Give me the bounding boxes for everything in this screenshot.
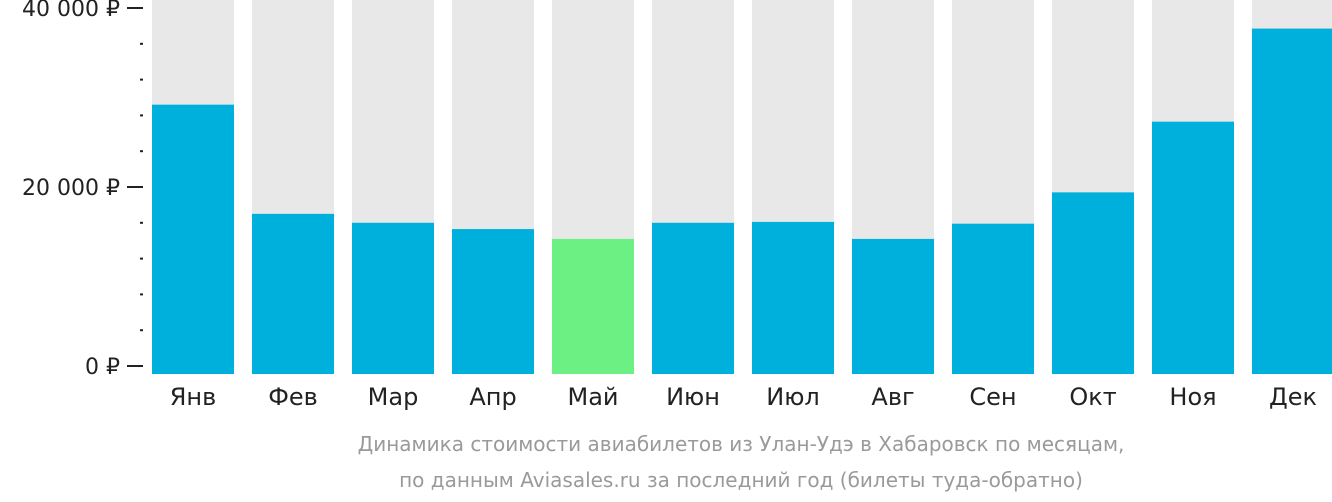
bar-8[interactable]: [852, 238, 934, 374]
bar-5[interactable]: [552, 238, 634, 374]
bar-6[interactable]: [652, 222, 734, 374]
x-tick-label-8: Авг: [871, 383, 914, 411]
y-axis: 0 ₽ 20 000 ₽ 40 000 ₽: [22, 0, 143, 380]
x-tick-label-5: Май: [567, 383, 618, 411]
chart-caption: Динамика стоимости авиабилетов из Улан-У…: [358, 432, 1125, 492]
bar-2[interactable]: [252, 213, 334, 374]
bar-9[interactable]: [952, 223, 1034, 374]
x-tick-label-10: Окт: [1069, 383, 1116, 411]
bar-3[interactable]: [352, 222, 434, 374]
x-tick-label-1: Янв: [170, 383, 217, 411]
x-tick-label-7: Июл: [766, 383, 820, 411]
x-tick-label-4: Апр: [469, 383, 516, 411]
bar-11[interactable]: [1152, 121, 1234, 374]
x-tick-label-12: Дек: [1269, 383, 1317, 411]
data-bars: [152, 28, 1332, 375]
y-tick-label-3: 40 000 ₽: [22, 0, 120, 22]
bar-4[interactable]: [452, 229, 534, 374]
x-tick-label-2: Фев: [268, 383, 318, 411]
x-tick-label-3: Мар: [368, 383, 419, 411]
x-tick-label-9: Сен: [969, 383, 1016, 411]
bar-7[interactable]: [752, 221, 834, 374]
x-axis: Янв Фев Мар Апр Май Июн Июл Авг Сен Окт Ноя Дек: [170, 383, 1317, 411]
bar-12[interactable]: [1252, 28, 1332, 375]
y-tick-label-1: 0 ₽: [85, 355, 120, 380]
x-tick-label-6: Июн: [666, 383, 720, 411]
x-tick-label-11: Ноя: [1169, 383, 1216, 411]
bar-10[interactable]: [1052, 192, 1134, 374]
bar-1[interactable]: [152, 104, 234, 374]
caption-line-1: Динамика стоимости авиабилетов из Улан-У…: [358, 432, 1125, 456]
caption-line-2: по данным Aviasales.ru за последний год …: [399, 468, 1083, 492]
y-tick-label-2: 20 000 ₽: [22, 176, 120, 201]
